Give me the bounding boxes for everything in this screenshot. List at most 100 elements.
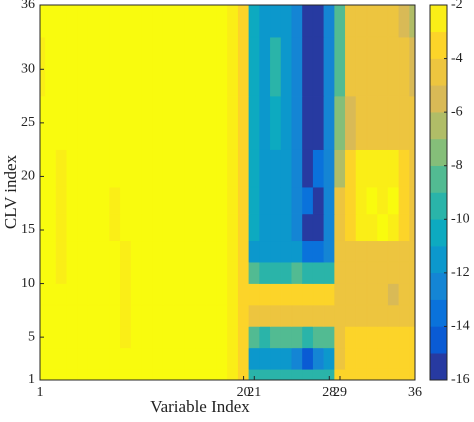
contour-cell — [366, 186, 378, 215]
contour-cell — [130, 261, 143, 284]
contour-cell — [205, 261, 218, 284]
contour-cell — [184, 4, 196, 38]
contour-cell — [109, 326, 121, 349]
contour-cell — [270, 347, 282, 370]
colorbar-tick-label: -14 — [451, 319, 470, 334]
contour-cell — [280, 213, 293, 242]
contour-cell — [387, 240, 400, 263]
contour-cell — [355, 304, 368, 327]
contour-cell — [173, 347, 185, 370]
contour-cell — [334, 149, 346, 188]
contour-cell — [387, 368, 400, 381]
contour-cell — [355, 283, 368, 306]
contour-cell — [152, 4, 164, 38]
contour-cell — [409, 326, 416, 349]
contour-cell — [77, 149, 89, 188]
contour-cell — [130, 149, 143, 188]
contour-cell — [366, 240, 378, 263]
contour-cell — [87, 213, 100, 242]
y-tick-label: 20 — [21, 169, 35, 184]
contour-cell — [55, 283, 68, 306]
contour-cell — [345, 149, 357, 188]
contour-cell — [280, 149, 293, 188]
contour-cell — [259, 326, 271, 349]
contour-cell — [109, 4, 121, 38]
contour-cell — [323, 4, 335, 38]
contour-cell — [195, 95, 207, 150]
contour-cell — [237, 149, 250, 188]
contour-cell — [345, 186, 357, 215]
contour-cell — [205, 368, 218, 381]
contour-cell — [184, 240, 196, 263]
contour-cell — [152, 95, 164, 150]
contour-cell — [184, 304, 196, 327]
contour-cell — [55, 213, 68, 242]
contour-cell — [184, 186, 196, 215]
contour-cell — [366, 283, 378, 306]
contour-cell — [345, 347, 357, 370]
contour-cell — [398, 186, 410, 215]
contour-cell — [77, 368, 89, 381]
contour-cell — [237, 283, 250, 306]
contour-cell — [195, 326, 207, 349]
contour-cell — [409, 186, 416, 215]
contour-cell — [216, 240, 228, 263]
contour-cell — [270, 240, 282, 263]
contour-cell — [323, 304, 335, 327]
contour-cell — [77, 347, 89, 370]
contour-cell — [270, 4, 282, 38]
contour-cell — [216, 186, 228, 215]
contour-cell — [302, 213, 314, 242]
colorbar-tick-label: -10 — [451, 212, 470, 227]
contour-cell — [205, 95, 218, 150]
contour-cell — [259, 347, 271, 370]
contour-cell — [55, 261, 68, 284]
contour-cell — [387, 304, 400, 327]
contour-cell — [302, 304, 314, 327]
contour-cell — [377, 213, 389, 242]
contour-cell — [109, 261, 121, 284]
contour-cell — [195, 304, 207, 327]
contour-cell — [66, 368, 78, 381]
contour-cell — [366, 347, 378, 370]
contour-cell — [291, 149, 303, 188]
contour-cell — [152, 186, 164, 215]
y-axis-label: CLV index — [1, 154, 20, 229]
contour-cell — [216, 95, 228, 150]
colorbar-band — [429, 4, 448, 33]
contour-cell — [227, 149, 239, 188]
contour-cell — [291, 304, 303, 327]
contour-cell — [334, 186, 346, 215]
contour-cell — [87, 186, 100, 215]
colorbar-tick-label: -16 — [451, 372, 470, 387]
contour-cell — [39, 347, 46, 370]
contour-cell — [387, 261, 400, 284]
contour-cell — [98, 213, 110, 242]
contour-cell — [259, 149, 271, 188]
contour-cell — [387, 347, 400, 370]
contour-cell — [409, 347, 416, 370]
contour-cell — [66, 326, 78, 349]
contour-cell — [259, 368, 271, 381]
contour-cell — [323, 347, 335, 370]
contour-cell — [398, 304, 410, 327]
contour-cell — [205, 4, 218, 38]
contour-cell — [377, 261, 389, 284]
contour-cell — [334, 240, 346, 263]
contour-cell — [270, 95, 282, 150]
contour-cell — [130, 213, 143, 242]
x-axis-label: Variable Index — [150, 397, 250, 416]
contour-cell — [141, 368, 153, 381]
contour-cell — [270, 368, 282, 381]
contour-cell — [120, 283, 132, 306]
contour-cell — [366, 95, 378, 150]
colorbar-band — [429, 192, 448, 220]
contour-cell — [291, 326, 303, 349]
colorbar-band — [429, 58, 448, 86]
contour-cell — [398, 261, 410, 284]
contour-cell — [66, 4, 78, 38]
y-tick-label: 25 — [21, 115, 35, 130]
contour-cell — [141, 347, 153, 370]
contour-cell — [334, 95, 346, 150]
